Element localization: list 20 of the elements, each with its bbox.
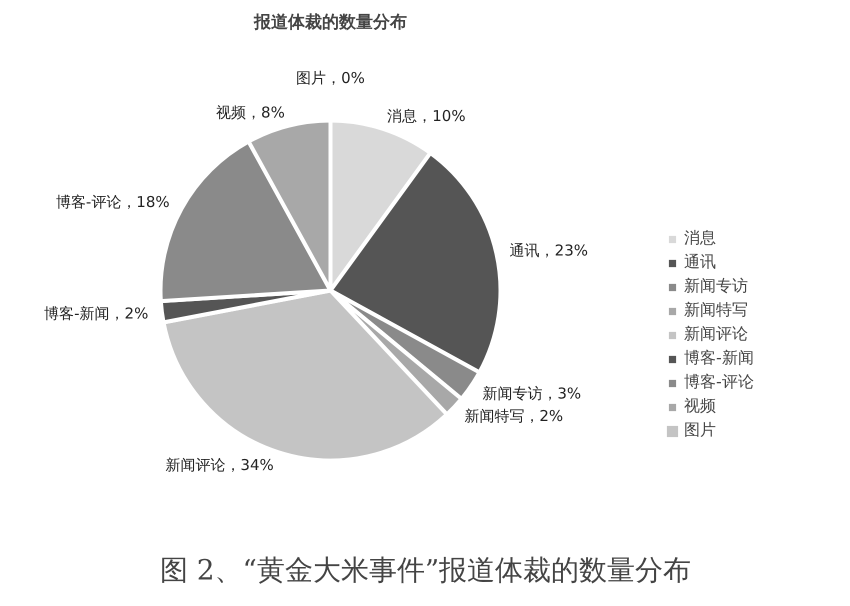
data-label: 新闻评论，34% [165, 456, 274, 474]
text: 图片，0% [296, 69, 365, 87]
chart-title: 报道体裁的数量分布 [253, 12, 407, 32]
legend-label: 博客-评论 [684, 372, 754, 393]
legend-label: 视频 [684, 396, 716, 417]
data-label: 通讯，23% [510, 241, 588, 260]
data-label: 视频，8% [216, 104, 285, 122]
data-label: 博客-新闻，2% [44, 304, 148, 323]
data-label: 博客-评论，18% [56, 193, 170, 212]
data-label: 新闻特写，2% [464, 407, 564, 426]
legend-label: 新闻专访 [684, 276, 748, 297]
data-label: 消息，10% [387, 106, 466, 125]
legend-label: 图片 [684, 420, 716, 441]
legend-label: 博客-新闻 [684, 348, 754, 369]
data-label: 新闻专访，3% [482, 384, 582, 403]
caption: 图 2、“黄金大米事件”报道体裁的数量分布 [160, 554, 692, 586]
legend-label: 新闻评论 [684, 324, 748, 345]
legend-label: 消息 [684, 228, 716, 249]
legend-label: 通讯 [684, 252, 716, 273]
legend-label: 新闻特写 [684, 300, 748, 321]
